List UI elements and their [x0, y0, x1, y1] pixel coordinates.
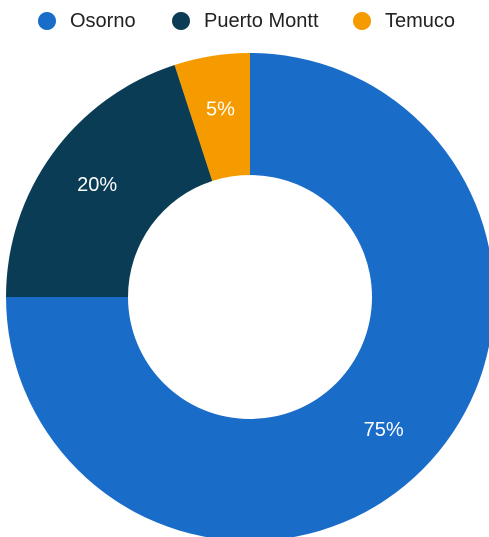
legend-swatch-puerto-montt — [172, 12, 190, 30]
legend-item-puerto-montt[interactable]: Puerto Montt — [172, 9, 319, 33]
legend-label-osorno: Osorno — [70, 9, 136, 32]
slice-label-puerto-montt: 20% — [77, 174, 117, 196]
legend-label-temuco: Temuco — [385, 9, 456, 32]
slice-label-osorno: 75% — [364, 419, 404, 441]
legend-swatch-osorno — [38, 12, 56, 30]
legend-item-osorno[interactable]: Osorno — [38, 9, 136, 33]
legend-swatch-temuco — [353, 12, 371, 30]
chart-legend: Osorno Puerto Montt Temuco — [0, 9, 489, 33]
legend-item-temuco[interactable]: Temuco — [353, 9, 455, 33]
slice-label-temuco: 5% — [206, 99, 235, 121]
slice-osorno[interactable] — [6, 53, 489, 537]
slice-puerto-montt[interactable] — [6, 64, 213, 298]
legend-label-puerto-montt: Puerto Montt — [204, 9, 319, 32]
slice-temuco[interactable] — [174, 53, 250, 181]
